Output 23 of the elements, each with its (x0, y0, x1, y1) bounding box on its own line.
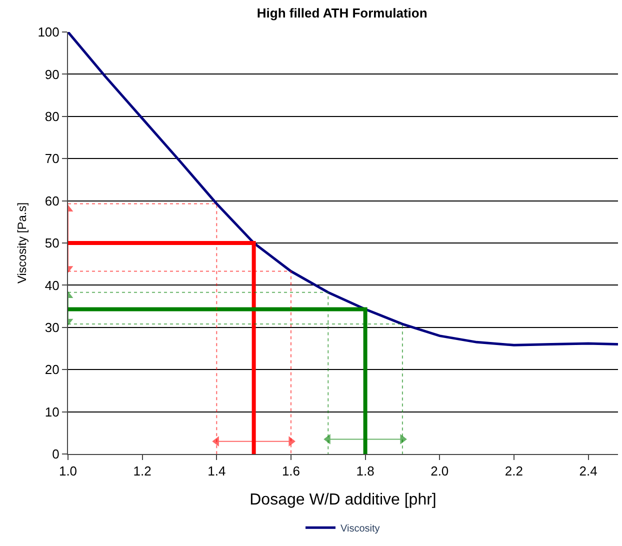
x-tick-label: 1.8 (356, 464, 374, 479)
x-tick-label: 1.0 (58, 464, 78, 479)
x-tick-label: 1.2 (133, 464, 152, 479)
y-tick-label: 100 (38, 24, 60, 40)
y-tick-label: 50 (44, 236, 60, 251)
chart-title: High filled ATH Formulation (256, 5, 428, 20)
x-axis-title: Dosage W/D additive [phr] (250, 491, 436, 508)
x-tick-label: 2.0 (430, 464, 449, 479)
x-tick-label: 2.4 (579, 464, 598, 479)
legend-label: Viscosity (340, 523, 380, 534)
y-axis-title: Viscosity [Pa.s] (14, 202, 29, 284)
y-tick-label: 90 (44, 66, 60, 82)
x-tick-label: 2.2 (504, 464, 523, 479)
y-tick-label: 40 (44, 278, 60, 293)
x-tick-label: 1.6 (282, 464, 300, 479)
x-tick-label: 1.4 (208, 464, 226, 479)
y-tick-label: 80 (44, 108, 60, 124)
y-tick-label: 10 (44, 404, 60, 420)
y-tick-label: 0 (52, 446, 60, 462)
y-tick-label: 60 (44, 193, 60, 208)
y-tick-label: 20 (44, 362, 60, 378)
y-tick-label: 30 (44, 320, 60, 335)
y-tick-label: 70 (44, 151, 60, 166)
